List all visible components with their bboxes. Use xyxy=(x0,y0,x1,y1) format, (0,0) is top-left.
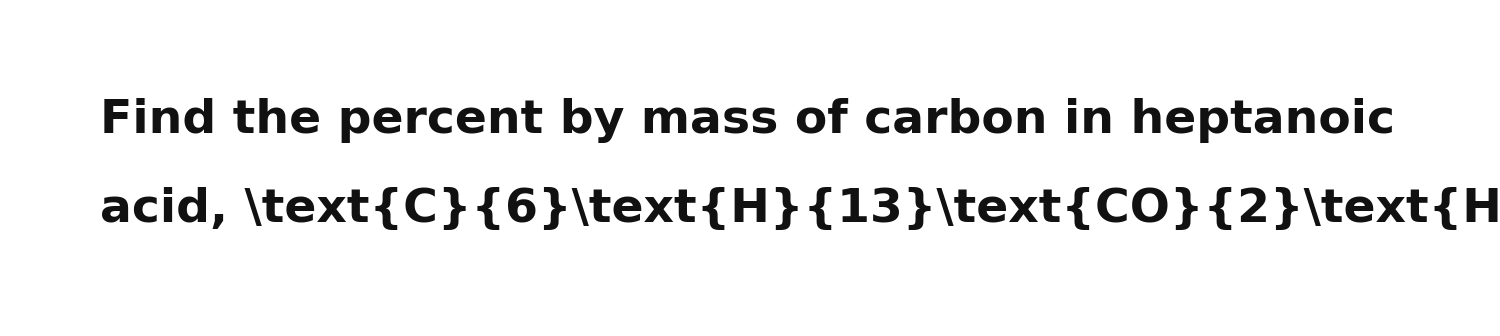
Text: Find the percent by mass of carbon in heptanoic: Find the percent by mass of carbon in he… xyxy=(100,97,1395,142)
Text: acid, \text{C}{6}\text{H}{13}\text{CO}{2}\text{H}.: acid, \text{C}{6}\text{H}{13}\text{CO}{2… xyxy=(100,187,1500,233)
